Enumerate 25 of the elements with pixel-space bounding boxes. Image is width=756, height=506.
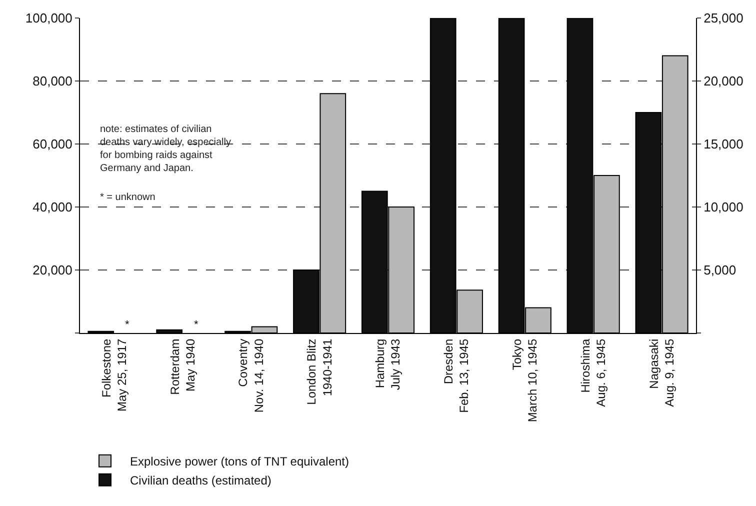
legend-label: Civilian deaths (estimated): [130, 474, 272, 488]
annotation: * = unknown: [100, 192, 156, 203]
annotation: *: [194, 319, 199, 331]
y2-tick-label: 25,000: [704, 10, 744, 26]
y2-tick-label: 10,000: [704, 200, 744, 215]
x-tick-label: Dresden Feb. 13, 1945: [442, 338, 472, 413]
y-tick-label: 40,000: [32, 200, 72, 215]
x-tick-label: London Blitz 1940-1941: [304, 338, 334, 405]
x-tick-label: Rotterdam May 1940: [168, 338, 198, 395]
y-tick-label: 60,000: [32, 136, 72, 152]
y2-tick-label: 5,000: [704, 262, 736, 278]
y2-tick-label: 15,000: [704, 136, 744, 152]
x-tick-label: Hiroshima Aug. 6, 1945: [578, 338, 608, 407]
x-tick-label: Nagasaki Aug. 9, 1945: [646, 338, 676, 407]
legend-label: Explosive power (tons of TNT equivalent): [130, 454, 349, 469]
y2-tick-label: 20,000: [704, 74, 744, 89]
y-tick-label: 80,000: [32, 74, 72, 89]
y-tick-label: 100,000: [25, 10, 72, 26]
y-tick-label: 20,000: [32, 262, 72, 278]
x-tick-label: Folkestone May 25, 1917: [99, 338, 129, 412]
x-tick-label: Coventry Nov. 14, 1940: [236, 338, 266, 413]
x-tick-label: Tokyo March 10, 1945: [510, 338, 540, 422]
annotation: *: [125, 319, 130, 331]
x-tick-label: Hamburg July 1943: [373, 338, 403, 390]
annotation: note: estimates of civilian deaths vary widely, especially for bombing raids against Germany and Japan.: [100, 124, 231, 174]
